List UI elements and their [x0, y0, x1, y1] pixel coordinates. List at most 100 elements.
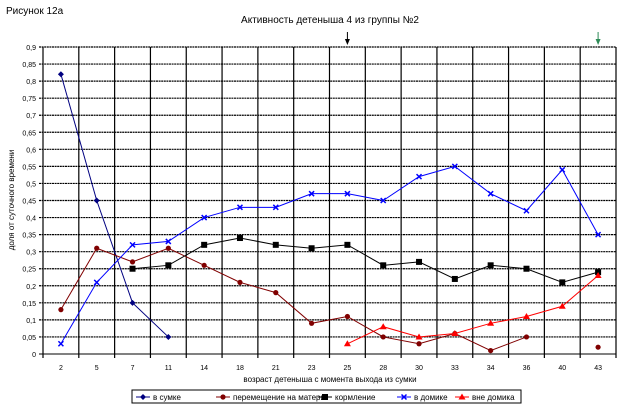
triangle-marker	[594, 272, 602, 279]
x-tick-label: 7	[131, 365, 135, 372]
series-line	[347, 275, 599, 345]
series-line	[60, 74, 169, 338]
annotation-arrows	[344, 32, 601, 45]
y-tick-label: 0,55	[22, 164, 36, 171]
square-marker	[487, 262, 494, 269]
x-tick-label: 40	[558, 365, 566, 372]
y-tick-label: 0,2	[26, 284, 36, 291]
series-line	[60, 247, 527, 352]
x-tick-label: 33	[451, 365, 459, 372]
x-marker	[451, 163, 458, 170]
x-ticks: 2 5 7 11 14 18 21 23 25 28 30 33 34 36 40 43	[59, 365, 602, 372]
circle-marker	[380, 334, 386, 340]
x-marker	[416, 173, 423, 180]
circle-marker	[273, 290, 279, 296]
series-group	[57, 71, 602, 354]
arrow-head-icon	[595, 39, 601, 45]
y-axis-label: доля от суточного времени	[7, 150, 16, 251]
x-marker	[559, 166, 566, 173]
square-marker	[236, 235, 243, 242]
square-marker	[129, 265, 136, 272]
y-tick-label: 0,5	[26, 181, 36, 188]
y-tick-label: 0,9	[26, 45, 36, 52]
triangle-marker	[487, 319, 495, 326]
series-line	[60, 165, 599, 345]
diamond-marker	[57, 71, 64, 78]
y-tick-label: 0,1	[26, 318, 36, 325]
y-tick-label: 0,65	[22, 130, 36, 137]
circle-marker	[201, 262, 207, 268]
x-tick-label: 14	[200, 365, 208, 372]
triangle-marker	[379, 323, 387, 330]
circle-marker	[308, 320, 315, 326]
y-tick-label: 0,4	[26, 216, 36, 223]
x-marker	[165, 238, 172, 245]
arrow-head-icon	[344, 39, 350, 45]
circle-marker	[523, 334, 530, 340]
y-tick-label: 0,85	[22, 62, 36, 69]
y-tick-label: 0,75	[22, 96, 36, 103]
y-tick-label: 0,3	[26, 250, 36, 257]
diamond-marker	[129, 299, 136, 306]
x-tick-label: 2	[59, 365, 63, 372]
triangle-marker	[451, 330, 459, 337]
x-marker	[523, 207, 530, 214]
triangle-marker	[343, 340, 351, 347]
diamond-marker	[165, 333, 172, 340]
x-tick-label: 28	[379, 365, 387, 372]
x-marker	[57, 340, 64, 347]
square-marker	[165, 262, 172, 269]
x-marker	[201, 214, 208, 221]
x-tick-label: 5	[95, 365, 99, 372]
square-marker	[272, 241, 279, 248]
x-tick-label: 21	[272, 365, 280, 372]
x-marker	[93, 279, 100, 286]
x-tick-label: 36	[523, 365, 531, 372]
y-tick-label: 0,05	[22, 335, 36, 342]
y-ticks: 0 0,05 0,1 0,15 0,2 0,25 0,3 0,35 0,4 0,45 0,5 0,55…	[22, 45, 36, 359]
x-tick-label: 43	[594, 365, 602, 372]
triangle-marker	[522, 312, 530, 319]
square-marker	[416, 258, 423, 265]
circle-marker	[129, 259, 136, 265]
circle-marker	[58, 307, 64, 313]
y-tick-label: 0,15	[22, 301, 36, 308]
y-tick-label: 0	[32, 352, 36, 359]
chart-title: Активность детеныша 4 из группы №2	[241, 15, 419, 26]
y-tick-label: 0,45	[22, 199, 36, 206]
circle-marker	[237, 279, 243, 285]
square-marker	[451, 275, 458, 282]
legend-label: кормление	[335, 393, 376, 402]
y-tick-label: 0,6	[26, 147, 36, 154]
square-marker	[201, 241, 208, 248]
y-tick-label: 0,25	[22, 267, 36, 274]
series-вне-домика	[343, 272, 602, 347]
legend-label: в домике	[414, 393, 448, 402]
legend-label: вне домика	[472, 393, 515, 402]
x-marker	[380, 197, 387, 204]
legend: в сумке перемещение на матери кормление в д…	[131, 389, 522, 404]
x-tick-label: 23	[308, 365, 316, 372]
circle-marker	[344, 313, 351, 320]
y-tick-label: 0,8	[26, 79, 36, 86]
x-marker	[487, 190, 494, 197]
x-marker	[595, 231, 602, 238]
x-marker	[236, 204, 243, 211]
square-marker	[322, 394, 328, 400]
series-в-домике	[57, 163, 602, 347]
triangle-marker	[415, 333, 423, 340]
circle-marker	[488, 347, 494, 354]
diamond-marker	[93, 197, 100, 204]
square-marker	[308, 245, 315, 252]
circle-marker	[416, 341, 422, 347]
diamond-marker	[140, 394, 146, 400]
triangle-marker	[558, 302, 566, 309]
x-marker	[308, 190, 315, 197]
square-marker	[559, 279, 566, 286]
series-кормление	[129, 235, 602, 286]
square-marker	[523, 265, 530, 272]
legend-label: перемещение на матери	[233, 393, 325, 402]
triangle-marker	[458, 393, 466, 400]
